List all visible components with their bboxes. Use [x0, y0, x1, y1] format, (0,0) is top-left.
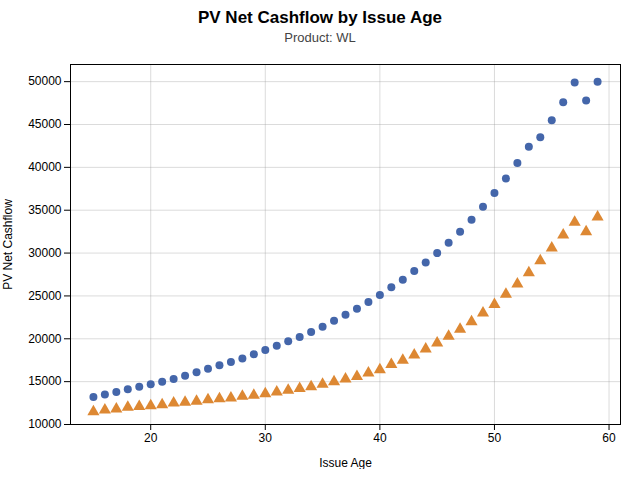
- svg-text:PV Net Cashflow: PV Net Cashflow: [1, 199, 15, 290]
- svg-text:45000: 45000: [28, 117, 62, 131]
- svg-text:20000: 20000: [28, 332, 62, 346]
- svg-text:Issue Age: Issue Age: [319, 456, 372, 470]
- svg-text:50000: 50000: [28, 74, 62, 88]
- html-text:Product: WL: Product: WL: [284, 30, 356, 45]
- svg-text:10000: 10000: [28, 417, 62, 431]
- svg-text:60: 60: [602, 431, 616, 445]
- svg-text:20: 20: [144, 431, 158, 445]
- svg-text:35000: 35000: [28, 203, 62, 217]
- svg-text:40000: 40000: [28, 160, 62, 174]
- svg-text:15000: 15000: [28, 374, 62, 388]
- svg-text:25000: 25000: [28, 289, 62, 303]
- svg-text:30: 30: [259, 431, 273, 445]
- html-text:PV Net Cashflow by Issue Age: PV Net Cashflow by Issue Age: [198, 8, 442, 27]
- svg-text:40: 40: [373, 431, 387, 445]
- svg-text:30000: 30000: [28, 246, 62, 260]
- svg-text:50: 50: [488, 431, 502, 445]
